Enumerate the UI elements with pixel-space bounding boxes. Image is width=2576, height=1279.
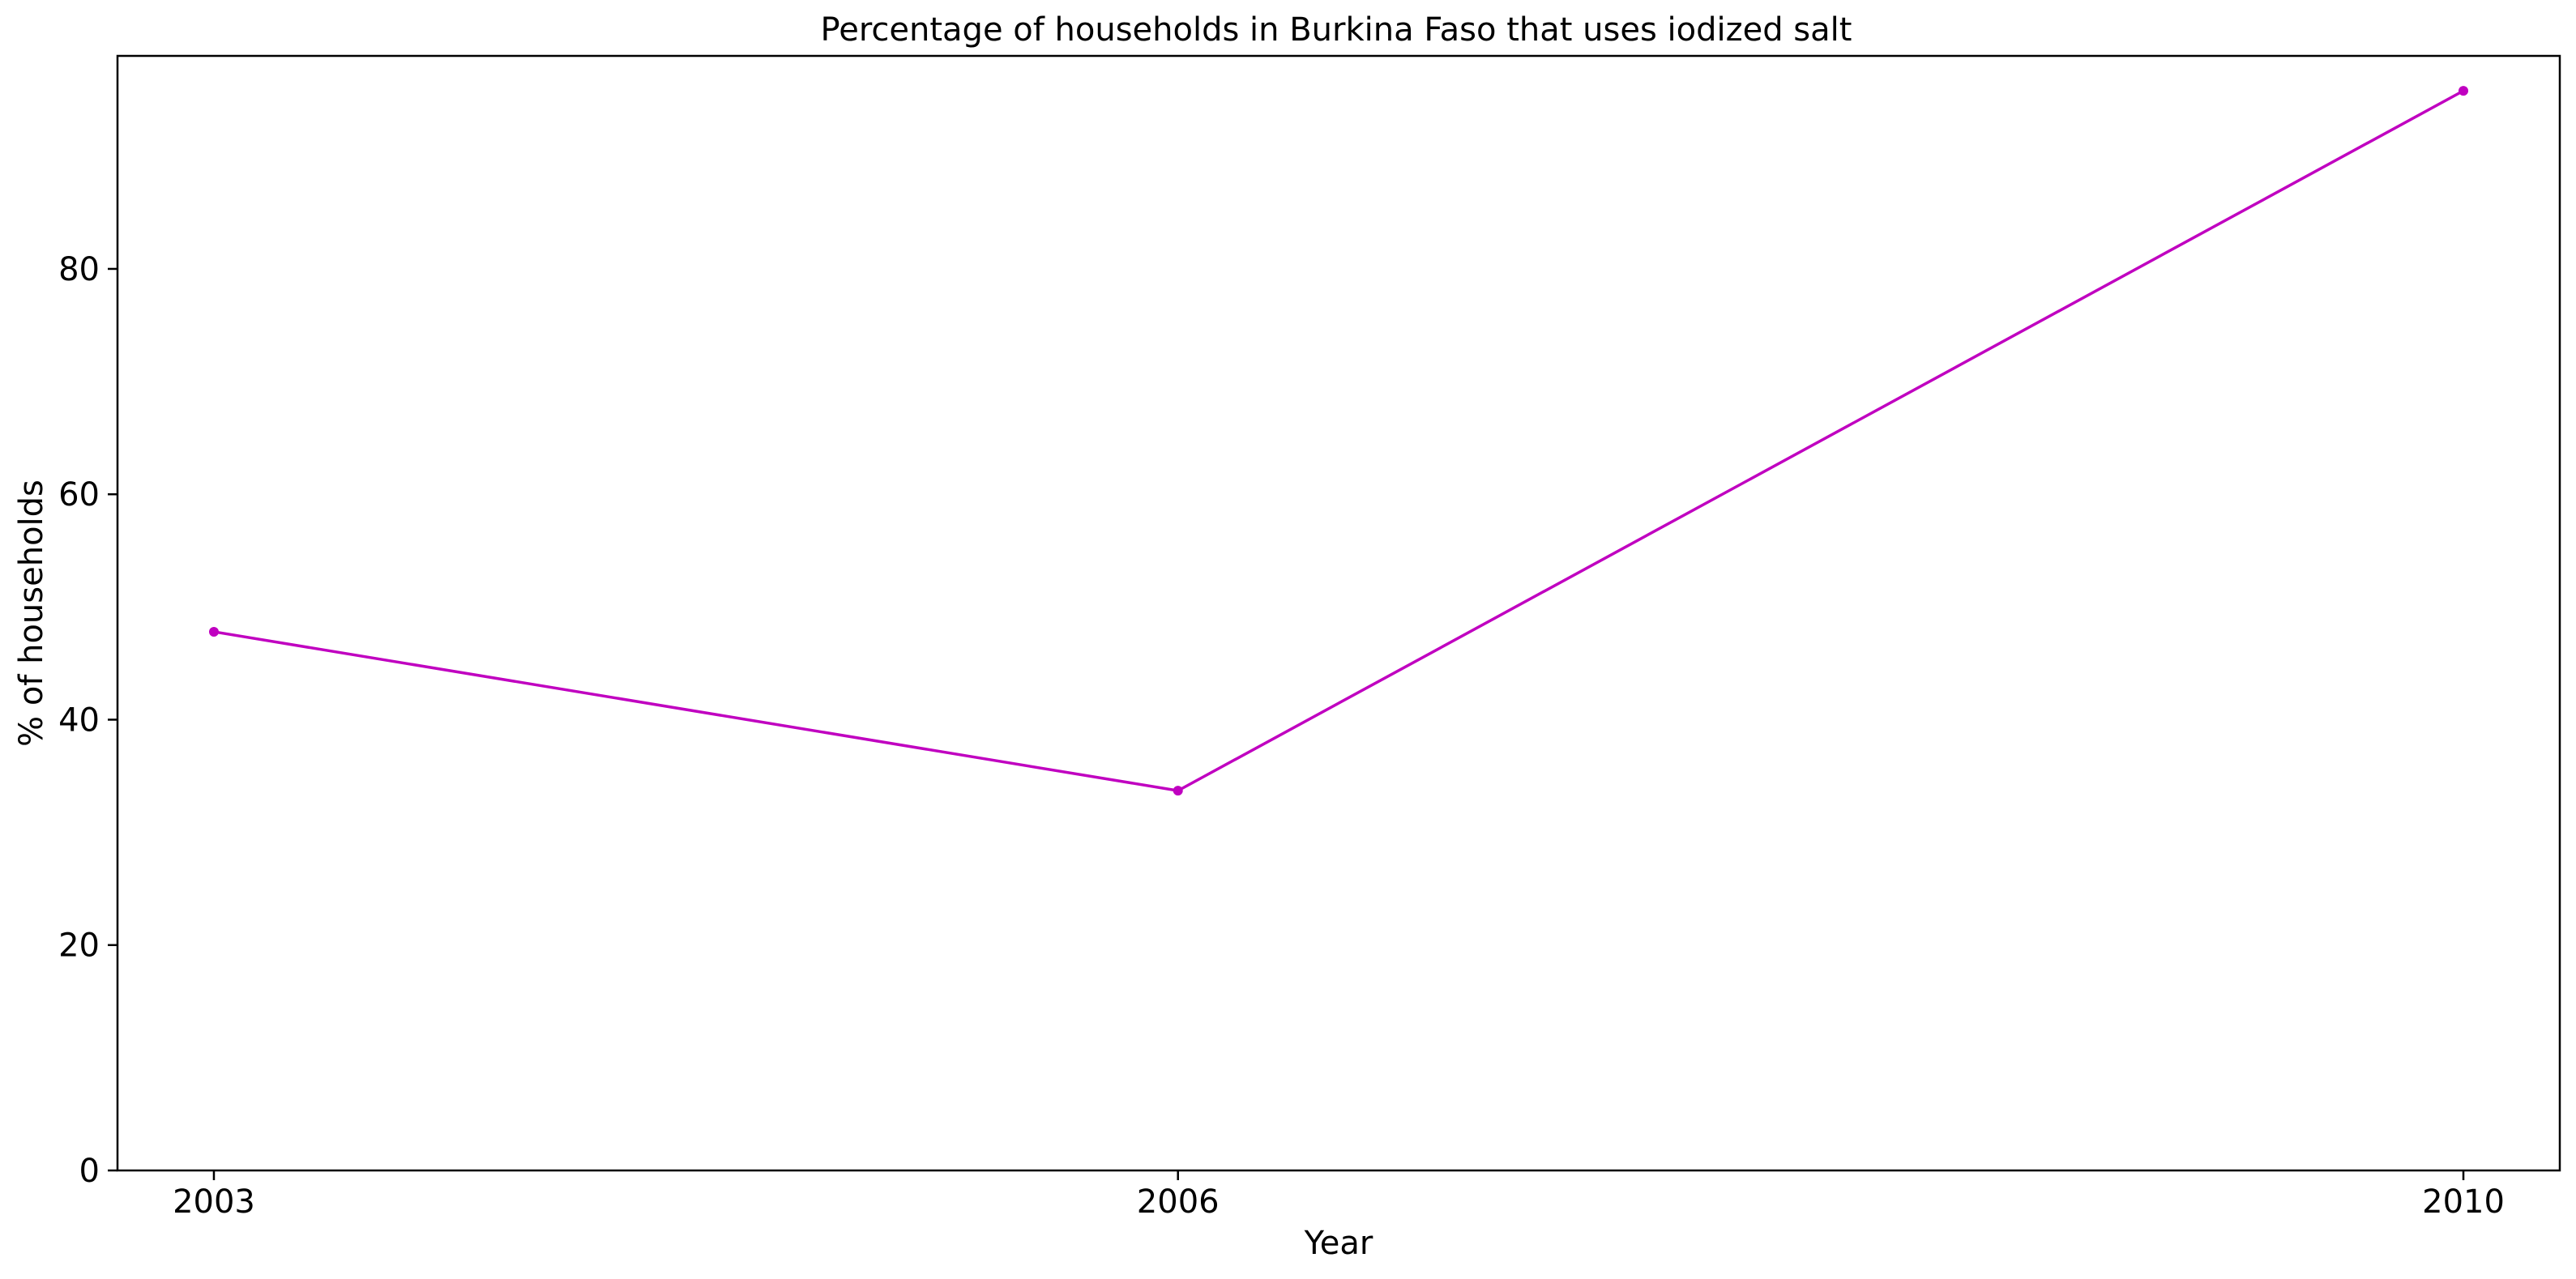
y-tick-label: 40 xyxy=(58,701,100,739)
chart-title: Percentage of households in Burkina Faso… xyxy=(821,11,1852,49)
series-line xyxy=(212,89,2465,792)
data-point xyxy=(1173,786,1183,796)
y-axis-label: % of households xyxy=(13,480,50,747)
x-tick-label: 2006 xyxy=(1137,1183,1220,1221)
x-tick-label: 2003 xyxy=(173,1183,255,1221)
y-tick-label: 80 xyxy=(58,251,100,288)
data-point xyxy=(2459,86,2469,96)
series-layer xyxy=(208,86,2469,796)
x-axis: 2003 2006 2010 xyxy=(173,1170,2505,1221)
x-tick-label: 2010 xyxy=(2422,1183,2505,1221)
x-axis-label: Year xyxy=(1304,1225,1373,1262)
data-point xyxy=(208,626,219,637)
y-tick-label: 20 xyxy=(58,927,100,965)
y-tick-label: 0 xyxy=(79,1153,100,1190)
plot-area-frame xyxy=(116,54,2561,1172)
y-tick-label: 60 xyxy=(58,476,100,514)
y-axis: 0 20 40 60 80 xyxy=(58,251,117,1190)
